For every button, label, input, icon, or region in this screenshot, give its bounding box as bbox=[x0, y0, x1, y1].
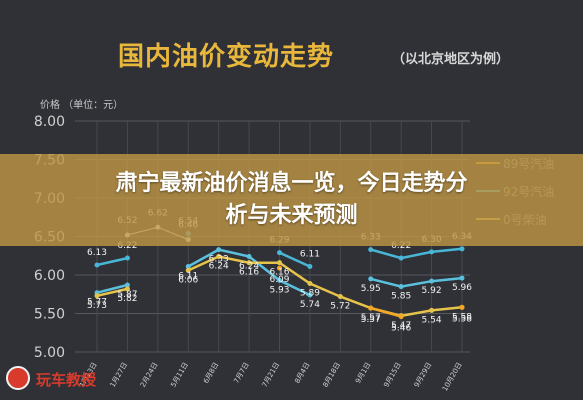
data-label: 6.13 bbox=[87, 248, 107, 258]
data-label: 5.46 bbox=[391, 324, 411, 334]
data-label: 5.77 bbox=[87, 298, 107, 308]
data-point bbox=[459, 304, 465, 310]
x-tick-label: 6月8日 bbox=[202, 361, 220, 385]
data-label: 5.95 bbox=[361, 284, 381, 294]
data-label: 6.16 bbox=[239, 268, 259, 278]
data-point bbox=[277, 265, 282, 271]
x-tick-label: 9月15日 bbox=[382, 361, 403, 389]
data-point bbox=[429, 278, 435, 284]
data-point bbox=[246, 254, 252, 260]
data-label: 5.57 bbox=[361, 313, 381, 323]
page-title: 国内油价变动走势 bbox=[118, 42, 335, 72]
headline-banner bbox=[0, 154, 583, 246]
x-tick-label: 5月11日 bbox=[169, 361, 190, 389]
data-label: 5.54 bbox=[422, 315, 442, 325]
data-point bbox=[124, 286, 130, 292]
data-point bbox=[307, 280, 313, 286]
headline-line-1: 肃宁最新油价消息一览，今日走势分 bbox=[115, 171, 468, 196]
data-label: 5.82 bbox=[117, 294, 137, 304]
data-point bbox=[337, 294, 343, 300]
series-line-1 bbox=[96, 247, 463, 268]
data-label: 5.89 bbox=[300, 288, 320, 298]
data-label: 5.73 bbox=[87, 301, 107, 311]
data-label: 5.58 bbox=[452, 312, 472, 322]
data-point bbox=[429, 307, 435, 313]
data-label: 5.93 bbox=[269, 285, 289, 295]
data-point bbox=[398, 284, 404, 290]
brand-logo-text: 玩车教授 bbox=[36, 371, 97, 389]
x-tick-label: 7月7日 bbox=[232, 361, 250, 385]
data-label: 5.92 bbox=[422, 286, 442, 296]
data-point bbox=[185, 267, 191, 273]
data-label: 5.96 bbox=[452, 283, 472, 293]
x-tick-label: 8月18日 bbox=[321, 361, 342, 389]
y-tick-label: 8.00 bbox=[34, 114, 65, 130]
data-label: 6.24 bbox=[209, 262, 229, 272]
data-label: 6.22 bbox=[117, 241, 137, 251]
data-point bbox=[429, 249, 435, 255]
y-tick-label: 5.00 bbox=[34, 345, 65, 361]
data-label: 6.09 bbox=[269, 275, 289, 285]
data-point bbox=[124, 255, 130, 261]
x-tick-label: 2月24日 bbox=[139, 361, 160, 389]
x-tick-label: 9月1日 bbox=[354, 361, 372, 385]
data-label: 6.06 bbox=[178, 275, 198, 285]
data-label: 5.72 bbox=[330, 302, 350, 312]
data-label: 6.22 bbox=[391, 241, 411, 251]
data-label: 6.33 bbox=[209, 255, 229, 265]
data-point bbox=[94, 262, 100, 268]
data-label: 5.47 bbox=[391, 321, 411, 331]
data-point bbox=[398, 255, 404, 261]
data-label: 6.24 bbox=[239, 262, 259, 272]
data-point bbox=[307, 292, 313, 298]
y-tick-label: 6.00 bbox=[34, 268, 65, 284]
data-label: 5.87 bbox=[117, 290, 137, 300]
data-label: 6.11 bbox=[300, 250, 320, 260]
data-label: 5.58 bbox=[452, 314, 472, 324]
data-point bbox=[277, 250, 282, 256]
headline: 肃宁最新油价消息一览，今日走势分 析与未来预测 bbox=[10, 168, 573, 232]
data-point bbox=[94, 293, 100, 299]
data-point bbox=[277, 277, 282, 283]
x-tick-label: 1月27日 bbox=[109, 361, 130, 389]
x-tick-label: 10月20日 bbox=[441, 361, 464, 393]
data-point bbox=[216, 247, 222, 253]
data-point bbox=[124, 282, 130, 288]
x-tick-label: 9月29日 bbox=[413, 361, 434, 389]
data-point bbox=[368, 276, 374, 282]
data-point bbox=[185, 264, 191, 270]
data-point bbox=[216, 254, 222, 260]
data-point bbox=[368, 247, 374, 253]
data-point bbox=[307, 264, 313, 270]
x-tick-label: 8月4日 bbox=[293, 361, 311, 385]
data-label: 6.11 bbox=[178, 272, 198, 282]
data-point bbox=[368, 305, 374, 311]
data-point bbox=[277, 260, 282, 266]
series-line-3 bbox=[96, 255, 463, 318]
page-subtitle: （以北京地区为例） bbox=[392, 52, 510, 67]
data-label: 5.74 bbox=[300, 300, 320, 310]
data-label: 5.85 bbox=[391, 292, 411, 302]
x-tick-label: 7月21日 bbox=[261, 361, 282, 389]
y-axis-unit-label: 价格 （单位：元） bbox=[40, 100, 124, 111]
data-point bbox=[459, 246, 465, 252]
data-label: 5.57 bbox=[361, 315, 381, 325]
y-tick-label: 5.50 bbox=[34, 307, 65, 323]
headline-line-2: 析与未来预测 bbox=[225, 203, 358, 228]
brand-logo: 玩车教授 bbox=[6, 364, 110, 394]
data-point bbox=[398, 314, 404, 320]
data-point bbox=[246, 260, 252, 266]
data-point bbox=[459, 275, 465, 281]
data-label: 6.16 bbox=[269, 268, 289, 278]
steering-wheel-icon bbox=[6, 366, 30, 390]
